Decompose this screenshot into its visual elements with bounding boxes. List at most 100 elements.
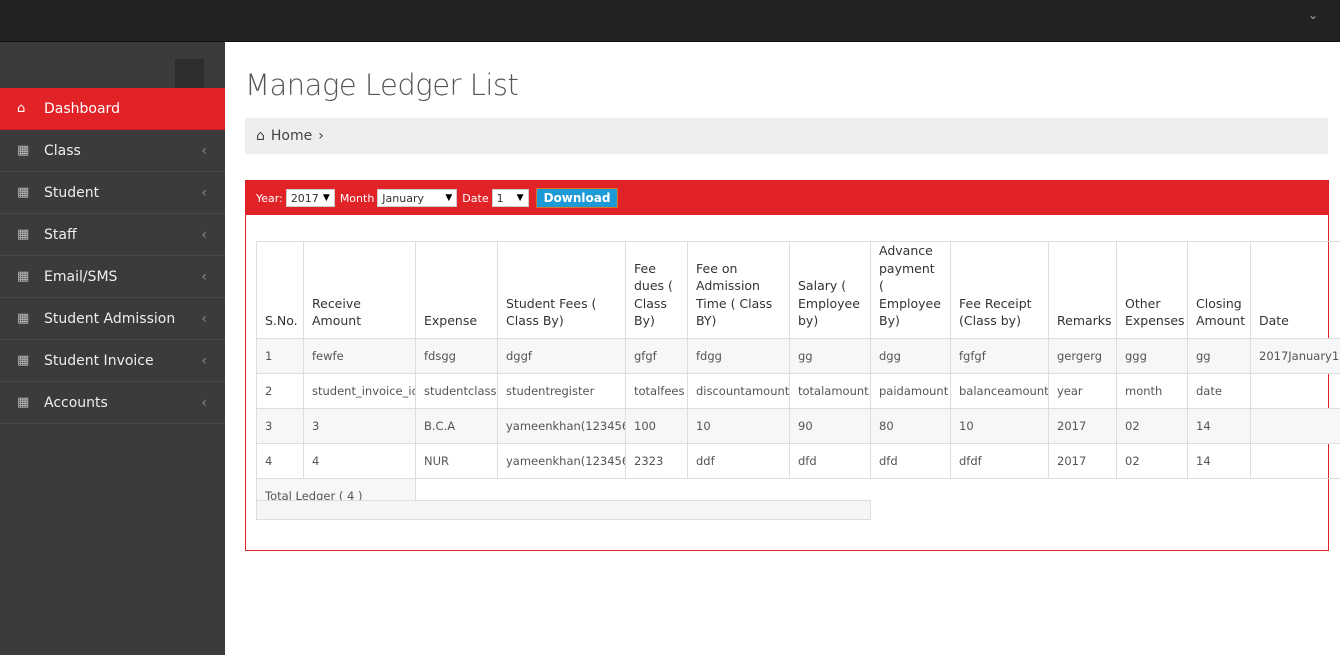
table-cell: 80 <box>870 407 951 444</box>
table-icon: ▦ <box>17 353 30 368</box>
table-cell: dfd <box>789 442 871 479</box>
column-header: Student Fees ( Class By) <box>497 241 626 339</box>
chevron-left-icon: ‹ <box>201 142 207 159</box>
table-cell: 4 <box>303 442 416 479</box>
sidebar-item-label: Staff <box>44 226 77 243</box>
sidebar-item-label: Accounts <box>44 394 108 411</box>
table-cell: totalamount <box>789 372 871 409</box>
table-row: 4 4 NUR yameenkhan(123456) 2323 ddf dfd dfd dfdf… <box>256 442 1340 479</box>
sidebar-item-student[interactable]: ▦ Student ‹ <box>0 172 225 214</box>
table-cell: totalfees <box>625 372 688 409</box>
table-icon: ▦ <box>17 269 30 284</box>
ledger-panel: Year: 2017 ▼ Month January ▼ Date 1 ▼ Downl… <box>245 180 1340 551</box>
table-cell: 3 <box>256 407 304 444</box>
month-select[interactable]: January ▼ <box>377 189 458 207</box>
chevron-left-icon: ‹ <box>201 268 207 285</box>
table-cell: 02 <box>1116 407 1188 444</box>
table-cell: 2017 <box>1048 442 1117 479</box>
sidebar-item-student-admission[interactable]: ▦ Student Admission ‹ <box>0 298 225 340</box>
table-icon: ▦ <box>17 311 30 326</box>
column-header: Fee on Admission Time ( Class BY) <box>687 241 790 339</box>
column-header: Remarks <box>1048 241 1117 339</box>
table-cell: gg <box>789 337 871 374</box>
table-cell: 14 <box>1187 442 1251 479</box>
table-cell: fewfe <box>303 337 416 374</box>
table-cell: 2017 <box>1048 407 1117 444</box>
table-cell <box>1250 372 1340 409</box>
table-cell: yameenkhan(123456) <box>497 407 626 444</box>
sidebar-item-dashboard[interactable]: ⌂ Dashboard <box>0 88 225 130</box>
table-cell: B.C.A <box>415 407 498 444</box>
date-label: Date <box>462 191 489 205</box>
table-cell: 90 <box>789 407 871 444</box>
table-row: 2 student_invoice_id studentclass studentre… <box>256 372 1340 409</box>
dropdown-arrow-icon: ▼ <box>516 193 524 203</box>
table-header-row: S.No. Receive Amount Expense Student Fees (… <box>256 241 1340 339</box>
ledger-table: S.No. Receive Amount Expense Student Fees (… <box>256 241 1340 514</box>
month-value: January <box>382 191 424 205</box>
breadcrumb-separator: › <box>318 128 324 144</box>
home-icon: ⌂ <box>256 128 265 144</box>
table-cell: studentregister <box>497 372 626 409</box>
download-button[interactable]: Download <box>535 188 619 208</box>
chevron-left-icon: ‹ <box>201 394 207 411</box>
column-header: Other Expenses <box>1116 241 1188 339</box>
table-cell: 3 <box>303 407 416 444</box>
table-cell: gergerg <box>1048 337 1117 374</box>
table-cell: dfd <box>870 442 951 479</box>
table-cell: paidamount <box>870 372 951 409</box>
sidebar-item-label: Student <box>44 184 100 201</box>
chevron-left-icon: ‹ <box>201 310 207 327</box>
dropdown-arrow-icon: ▼ <box>322 193 330 203</box>
table-cell: dggf <box>497 337 626 374</box>
table-cell: gg <box>1187 337 1251 374</box>
column-header: Closing Amount <box>1187 241 1251 339</box>
sidebar-item-student-invoice[interactable]: ▦ Student Invoice ‹ <box>0 340 225 382</box>
table-cell: month <box>1116 372 1188 409</box>
date-select[interactable]: 1 ▼ <box>491 189 529 207</box>
sidebar-item-accounts[interactable]: ▦ Accounts ‹ <box>0 382 225 424</box>
month-label: Month <box>339 191 375 205</box>
table-cell: NUR <box>415 442 498 479</box>
table-cell: gfgf <box>625 337 688 374</box>
column-header: Salary ( Employee by) <box>789 241 871 339</box>
table-row: 1 fewfe fdsgg dggf gfgf fdgg gg dgg fgfgf gergerg… <box>256 337 1340 374</box>
table-cell: student_invoice_id <box>303 372 416 409</box>
table-cell: dfdf <box>950 442 1049 479</box>
table-cell: ggg <box>1116 337 1188 374</box>
sidebar-item-staff[interactable]: ▦ Staff ‹ <box>0 214 225 256</box>
table-cell: balanceamount <box>950 372 1049 409</box>
table-cell: 10 <box>687 407 790 444</box>
column-header: Receive Amount <box>303 241 416 339</box>
sidebar-item-label: Dashboard <box>44 100 120 117</box>
table-icon: ▦ <box>17 185 30 200</box>
sidebar-item-class[interactable]: ▦ Class ‹ <box>0 130 225 172</box>
table-cell: 2017January11 <box>1250 337 1340 374</box>
table-cell <box>1250 407 1340 444</box>
table-cell: yameenkhan(123456) <box>497 442 626 479</box>
table-cell: dgg <box>870 337 951 374</box>
year-select[interactable]: 2017 ▼ <box>285 189 335 207</box>
table-cell: year <box>1048 372 1117 409</box>
table-cell: 2323 <box>625 442 688 479</box>
sidebar-toggle-button[interactable] <box>175 59 204 88</box>
home-icon: ⌂ <box>17 101 26 116</box>
sidebar: ⌂ Dashboard ▦ Class ‹ ▦ Student ‹ ▦ Staff ‹ ▦ Email/… <box>0 42 225 655</box>
chevron-down-icon[interactable]: ⌄ <box>1307 8 1318 22</box>
sidebar-item-label: Class <box>44 142 81 159</box>
dropdown-arrow-icon: ▼ <box>445 193 453 203</box>
year-label: Year: <box>256 191 283 205</box>
sidebar-item-label: Email/SMS <box>44 268 118 285</box>
table-cell: studentclass <box>415 372 498 409</box>
page-title: Manage Ledger List <box>245 68 519 102</box>
column-header: Expense <box>415 241 498 339</box>
sidebar-item-email-sms[interactable]: ▦ Email/SMS ‹ <box>0 256 225 298</box>
date-value: 1 <box>496 191 504 205</box>
table-cell: 2 <box>256 372 304 409</box>
column-header: Advance payment ( Employee By) <box>870 241 951 339</box>
breadcrumb-home[interactable]: Home <box>270 128 313 144</box>
table-cell: fgfgf <box>950 337 1049 374</box>
sidebar-item-label: Student Admission <box>44 310 176 327</box>
table-cell: 14 <box>1187 407 1251 444</box>
chevron-left-icon: ‹ <box>201 184 207 201</box>
